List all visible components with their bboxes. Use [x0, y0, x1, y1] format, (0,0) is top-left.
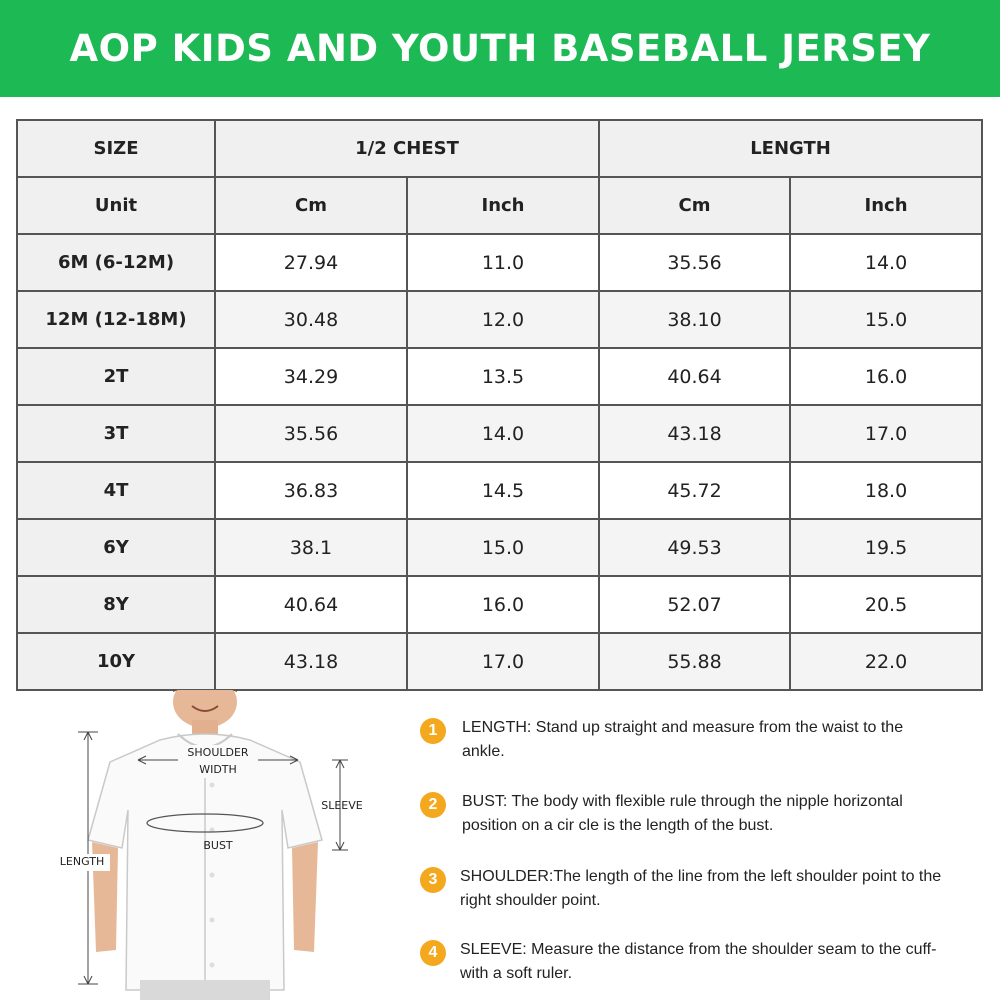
- chest-cm-cell: 43.18: [214, 632, 408, 691]
- sleeve-arrow-top: [332, 759, 348, 769]
- child-right-arm: [292, 842, 318, 952]
- size-cell: 3T: [16, 404, 216, 463]
- chest-cm-cell: 36.83: [214, 461, 408, 520]
- length-cm-cell: 52.07: [598, 575, 792, 634]
- child-neck: [192, 720, 218, 734]
- instruction-text: LENGTH: Stand up straight and measure fr…: [462, 719, 904, 760]
- unit-label: Unit: [16, 176, 216, 235]
- page-title: AOP KIDS AND YOUTH BASEBALL JERSEY: [69, 27, 931, 70]
- child-head: [173, 690, 237, 728]
- length-cm-cell: 45.72: [598, 461, 792, 520]
- length-inch-cell: 17.0: [789, 404, 984, 463]
- size-cell: 10Y: [16, 632, 216, 691]
- child-pants: [140, 980, 270, 1000]
- length-inch-cell: 22.0: [789, 632, 984, 691]
- chest-inch-cell: 15.0: [405, 518, 601, 577]
- length-arrow-bottom: [78, 975, 98, 985]
- chest-inch-cell: 11.0: [405, 233, 601, 292]
- length-cm-cell: 43.18: [598, 404, 792, 463]
- step-badge: 4: [420, 940, 446, 966]
- jersey-button: [209, 962, 215, 968]
- step-badge: 3: [420, 867, 446, 893]
- length-cm-cell: 49.53: [598, 518, 792, 577]
- length-inch-cell: 20.5: [789, 575, 984, 634]
- child-smile: [191, 705, 219, 712]
- jersey-button: [209, 782, 215, 788]
- chest-inch-cell: 13.5: [405, 347, 601, 406]
- size-cell: 6Y: [16, 518, 216, 577]
- instruction-item: 1 LENGTH: Stand up straight and measure …: [420, 716, 932, 764]
- table-row: 10Y 43.18 17.0 55.88 22.0: [16, 632, 984, 691]
- chest-cm-cell: 34.29: [214, 347, 408, 406]
- instruction-item: 2 BUST: The body with flexible rule thro…: [420, 790, 952, 838]
- table-row: 12M (12-18M) 30.48 12.0 38.10 15.0: [16, 290, 984, 349]
- instruction-text: BUST: The body with flexible rule throug…: [462, 793, 903, 834]
- length-inch-cell: 14.0: [789, 233, 984, 292]
- length-arrow-top: [78, 731, 98, 741]
- size-header: SIZE: [16, 119, 216, 178]
- chest-inch-cell: 12.0: [405, 290, 601, 349]
- jersey-button: [209, 872, 215, 878]
- title-banner: AOP KIDS AND YOUTH BASEBALL JERSEY: [0, 0, 1000, 97]
- table-row: 4T 36.83 14.5 45.72 18.0: [16, 461, 984, 520]
- length-cm-cell: 55.88: [598, 632, 792, 691]
- step-badge: 1: [420, 718, 446, 744]
- chest-inch-cell: 17.0: [405, 632, 601, 691]
- table-row: 6Y 38.1 15.0 49.53 19.5: [16, 518, 984, 577]
- unit-chest-cm: Cm: [214, 176, 408, 235]
- table-header-row: SIZE 1/2 CHEST LENGTH: [16, 119, 984, 178]
- length-cm-cell: 38.10: [598, 290, 792, 349]
- unit-length-inch: Inch: [789, 176, 984, 235]
- shoulder-label-line1: SHOULDER: [187, 746, 249, 759]
- chest-inch-cell: 14.5: [405, 461, 601, 520]
- jersey-button: [209, 917, 215, 923]
- sleeve-label: SLEEVE: [321, 799, 363, 812]
- length-inch-cell: 18.0: [789, 461, 984, 520]
- table-row: 2T 34.29 13.5 40.64 16.0: [16, 347, 984, 406]
- table-row: 8Y 40.64 16.0 52.07 20.5: [16, 575, 984, 634]
- chest-inch-cell: 14.0: [405, 404, 601, 463]
- instruction-item: 4 SLEEVE: Measure the distance from the …: [420, 938, 960, 986]
- chest-cm-cell: 35.56: [214, 404, 408, 463]
- step-badge: 2: [420, 792, 446, 818]
- size-chart-table: SIZE 1/2 CHEST LENGTH Unit Cm Inch Cm In…: [16, 119, 984, 691]
- size-cell: 8Y: [16, 575, 216, 634]
- length-cm-cell: 35.56: [598, 233, 792, 292]
- chest-inch-cell: 16.0: [405, 575, 601, 634]
- length-inch-cell: 19.5: [789, 518, 984, 577]
- chest-cm-cell: 38.1: [214, 518, 408, 577]
- instruction-text: SLEEVE: Measure the distance from the sh…: [460, 941, 937, 982]
- size-cell: 2T: [16, 347, 216, 406]
- instruction-text: SHOULDER:The length of the line from the…: [460, 868, 942, 909]
- sleeve-arrow-bottom: [332, 841, 348, 851]
- size-cell: 12M (12-18M): [16, 290, 216, 349]
- size-cell: 6M (6-12M): [16, 233, 216, 292]
- length-inch-cell: 15.0: [789, 290, 984, 349]
- chest-header: 1/2 CHEST: [213, 119, 601, 178]
- length-inch-cell: 16.0: [789, 347, 984, 406]
- shoulder-arrow-right-head: [289, 755, 299, 765]
- length-cm-cell: 40.64: [598, 347, 792, 406]
- unit-length-cm: Cm: [598, 176, 792, 235]
- measurement-diagram: SHOULDER WIDTH SLEEVE BUST LENGTH: [54, 690, 390, 1000]
- shoulder-arrow-left-head: [137, 755, 147, 765]
- table-row: 3T 35.56 14.0 43.18 17.0: [16, 404, 984, 463]
- instruction-item: 3 SHOULDER:The length of the line from t…: [420, 865, 950, 913]
- table-row: 6M (6-12M) 27.94 11.0 35.56 14.0: [16, 233, 984, 292]
- size-cell: 4T: [16, 461, 216, 520]
- bust-label: BUST: [203, 839, 233, 852]
- chest-cm-cell: 40.64: [214, 575, 408, 634]
- chest-cm-cell: 30.48: [214, 290, 408, 349]
- chest-cm-cell: 27.94: [214, 233, 408, 292]
- unit-chest-inch: Inch: [405, 176, 601, 235]
- jersey-button: [209, 827, 215, 833]
- length-header: LENGTH: [598, 119, 984, 178]
- shoulder-width-label: SHOULDER WIDTH: [178, 745, 258, 778]
- length-label: LENGTH: [54, 854, 110, 871]
- shoulder-label-line2: WIDTH: [199, 762, 237, 776]
- bust-loop: [146, 813, 264, 833]
- unit-row: Unit Cm Inch Cm Inch: [16, 176, 984, 235]
